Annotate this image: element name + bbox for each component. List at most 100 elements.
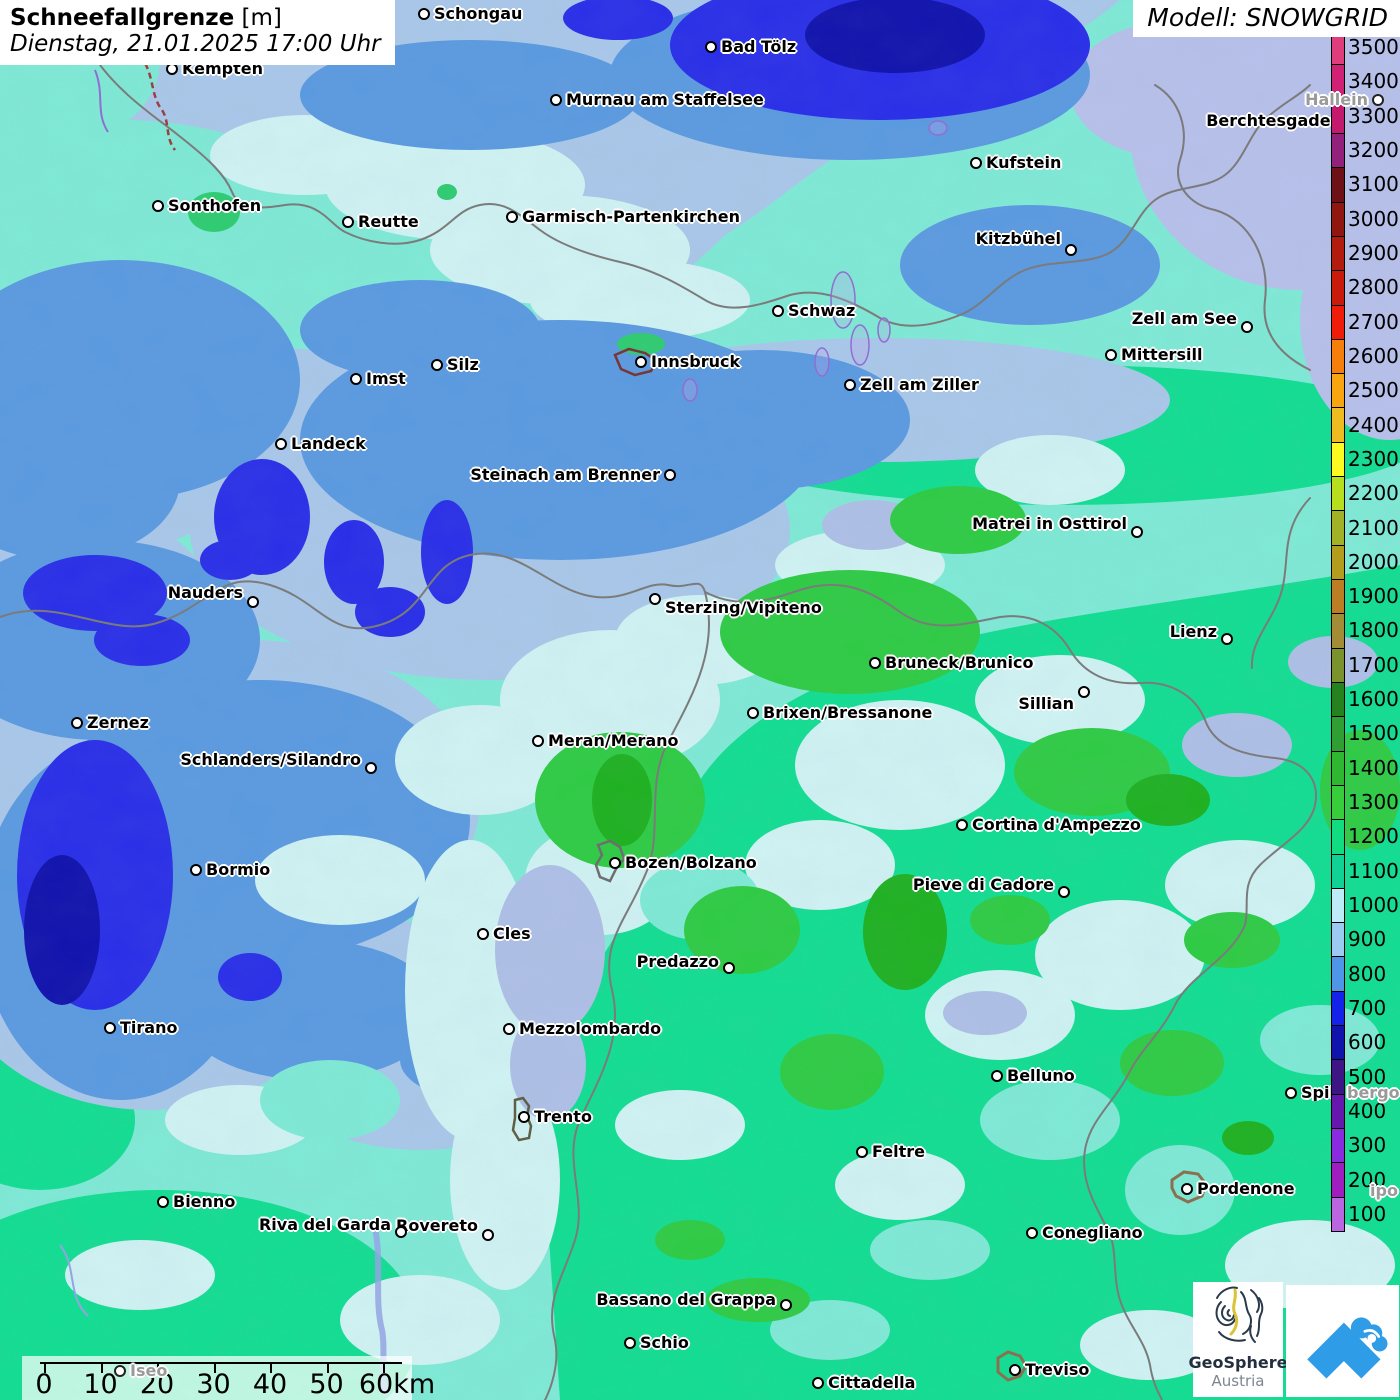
scalebar-tick [100, 1362, 103, 1373]
scalebar-number: 30 [196, 1369, 231, 1400]
title-unit: [m] [241, 5, 282, 31]
colorbar-cell [1331, 579, 1345, 615]
scalebar-number: 50 [309, 1369, 344, 1400]
city-label: Matrei in Osttirol [972, 514, 1127, 533]
city-label: Silz [447, 355, 479, 374]
city-marker [956, 819, 968, 831]
colorbar-cell [1331, 270, 1345, 306]
city-marker [664, 469, 676, 481]
scalebar-tick [157, 1362, 159, 1373]
city-marker [506, 211, 518, 223]
colorbar-tick-label: 2500 [1348, 378, 1399, 403]
city-label: Mittersill [1121, 345, 1203, 364]
colorbar-tick-label: 3500 [1348, 35, 1399, 60]
city-label: Cles [493, 924, 531, 943]
colorbar-tick-label: 2700 [1348, 309, 1399, 334]
colorbar-cell [1331, 304, 1345, 340]
city-label: Schwaz [788, 301, 856, 320]
city-label: Zernez [87, 713, 149, 732]
colorbar-tick-label: 2100 [1348, 515, 1399, 540]
colorbar-tick-label: 1800 [1348, 618, 1399, 643]
colorbar-tick-label: 1100 [1348, 858, 1399, 883]
colorbar-cell [1331, 1196, 1345, 1232]
colorbar-cell [1331, 373, 1345, 409]
colorbar-cell [1331, 956, 1345, 992]
city-marker [812, 1377, 824, 1389]
scalebar-number: 60km [358, 1369, 436, 1400]
colorbar-tick-label: 1900 [1348, 584, 1399, 609]
geosphere-name: GeoSphere [1188, 1353, 1288, 1372]
colorbar-cell [1331, 990, 1345, 1027]
colorbar-cell [1331, 544, 1345, 581]
city-marker [342, 216, 354, 228]
colorbar-cell [1331, 613, 1345, 649]
city-label: Bozen/Bolzano [625, 853, 757, 872]
model-box: Modell: SNOWGRID [1133, 0, 1400, 37]
colorbar-cell [1331, 681, 1345, 718]
city-label: Riva del Garda [258, 1215, 391, 1234]
distance-scalebar: 0 10 20 30 40 50 60km [22, 1356, 435, 1400]
city-label: Reutte [358, 212, 419, 231]
city-marker [247, 596, 259, 608]
colorbar-tick-label: 300 [1348, 1133, 1387, 1158]
city-marker [635, 356, 647, 368]
model-label: Modell: SNOWGRID [1147, 3, 1388, 32]
colorbar-tick-label: 3400 [1348, 69, 1399, 94]
city-label: Conegliano [1042, 1223, 1143, 1242]
title-parameter: Schneefallgrenze [10, 5, 235, 31]
colorbar-cell [1331, 167, 1345, 203]
colorbar-tick-label: 600 [1348, 1030, 1387, 1055]
city-marker [991, 1070, 1003, 1082]
city-marker [190, 864, 202, 876]
city-label: Murnau am Staffelsee [566, 90, 764, 109]
city-marker [869, 657, 881, 669]
scalebar-line [40, 1362, 402, 1364]
city-label: Rovereto [396, 1216, 478, 1235]
city-marker [1131, 526, 1143, 538]
colorbar-tick-label: 3000 [1348, 206, 1399, 231]
city-label: Bad Tölz [721, 37, 797, 56]
colorbar-cell [1331, 784, 1345, 821]
background-place-label: Hallein [1305, 90, 1368, 109]
city-label: Sterzing/Vipiteno [665, 598, 822, 617]
colorbar-tick-label: 700 [1348, 995, 1387, 1020]
scalebar-tick [326, 1362, 329, 1373]
colorbar-cell [1331, 750, 1345, 786]
colorbar-cell [1331, 510, 1345, 546]
city-label: Zell am Ziller [860, 375, 979, 394]
partner-logo-box [1286, 1285, 1399, 1397]
colorbar-cell [1331, 1025, 1345, 1061]
city-marker [157, 1196, 169, 1208]
city-marker [477, 928, 489, 940]
colorbar-tick-label: 2300 [1348, 446, 1399, 471]
city-marker [609, 857, 621, 869]
city-marker [431, 359, 443, 371]
city-marker [1241, 321, 1253, 333]
city-label: Kitzbühel [975, 229, 1061, 248]
city-label: Sonthofen [168, 196, 262, 215]
city-label: Kufstein [986, 153, 1062, 172]
colorbar-tick-label: 900 [1348, 927, 1387, 952]
city-marker [723, 962, 735, 974]
city-label: Lienz [1169, 622, 1217, 641]
city-marker [1065, 244, 1077, 256]
colorbar-tick-label: 1400 [1348, 755, 1399, 780]
city-marker [1221, 633, 1233, 645]
scalebar-number: 40 [252, 1369, 288, 1400]
city-marker [395, 1226, 407, 1238]
city-marker [1026, 1227, 1038, 1239]
city-label: Treviso [1025, 1360, 1090, 1379]
colorbar-tick-label: 3300 [1348, 103, 1399, 128]
colorbar-cell [1331, 922, 1345, 958]
city-marker [350, 373, 362, 385]
city-label: Sillian [1018, 694, 1074, 713]
colorbar-cell [1331, 407, 1345, 443]
colorbar-tick-label: 2200 [1348, 481, 1399, 506]
colorbar-cell [1331, 201, 1345, 237]
city-label: Innsbruck [651, 352, 741, 371]
colorbar-tick-label: 1600 [1348, 687, 1399, 712]
city-label: Brixen/Bressanone [763, 703, 933, 722]
scalebar-number: 0 [35, 1369, 53, 1400]
